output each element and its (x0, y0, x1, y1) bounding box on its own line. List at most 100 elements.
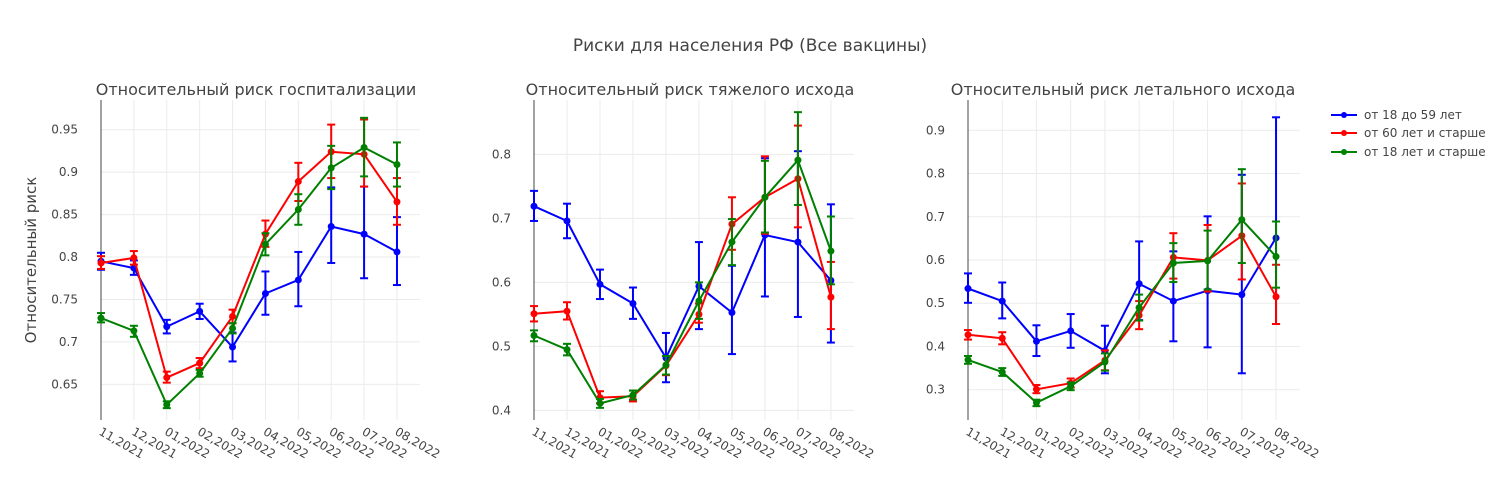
data-point (196, 369, 204, 377)
y-tick-label: 0.6 (492, 275, 511, 289)
data-point (530, 202, 538, 210)
data-point (360, 230, 368, 238)
y-tick-label: 0.8 (492, 147, 511, 161)
data-point (998, 368, 1006, 376)
data-point (1101, 358, 1109, 366)
panel-title: Относительный риск тяжелого исхода (526, 80, 855, 99)
legend-marker (1341, 130, 1347, 136)
data-point (97, 314, 105, 322)
legend-label: от 18 лет и старше (1364, 145, 1486, 159)
series-line (533, 177, 832, 399)
legend-item[interactable]: от 18 до 59 лет (1331, 108, 1462, 122)
series (530, 124, 835, 405)
data-point (130, 327, 138, 335)
series (530, 111, 835, 409)
gridlines (100, 100, 420, 420)
data-point (1067, 382, 1075, 390)
data-point (1204, 257, 1212, 265)
panel-title: Относительный риск летального исхода (951, 80, 1296, 99)
data-point (964, 285, 972, 293)
series (97, 118, 401, 384)
data-point (393, 198, 401, 206)
data-point (629, 391, 637, 399)
data-point (1067, 327, 1075, 335)
y-axis-label: Относительный риск (22, 177, 40, 344)
y-tick-label: 0.95 (51, 123, 78, 137)
panel-severe-outcome: Относительный риск тяжелого исхода 0.4 0.… (492, 80, 876, 461)
y-tick-label: 0.7 (926, 210, 945, 224)
data-point (229, 324, 237, 332)
legend-marker (1341, 149, 1347, 155)
data-point (1135, 280, 1143, 288)
y-tick-label: 0.7 (492, 211, 511, 225)
y-tick-label: 0.8 (926, 167, 945, 181)
data-point (794, 156, 802, 164)
data-point (393, 161, 401, 169)
data-point (563, 346, 571, 354)
series-line (100, 225, 398, 349)
data-point (229, 343, 237, 351)
data-point (827, 247, 835, 255)
data-point (964, 356, 972, 364)
data-point (1169, 259, 1177, 267)
legend-item[interactable]: от 18 лет и старше (1331, 145, 1486, 159)
data-point (964, 331, 972, 339)
legend-item[interactable]: от 60 лет и старше (1331, 126, 1486, 140)
series (97, 185, 401, 363)
series (964, 182, 1281, 395)
y-tick-label: 0.4 (492, 403, 511, 417)
data-point (1169, 297, 1177, 305)
y-tick-label: 0.8 (59, 250, 78, 264)
data-point (1272, 253, 1280, 261)
data-point (761, 193, 769, 201)
data-point (130, 254, 138, 262)
data-point (1135, 304, 1143, 312)
series-line (967, 237, 1277, 353)
y-tick-label: 0.85 (51, 208, 78, 222)
series-line (533, 205, 832, 361)
legend-label: от 18 до 59 лет (1364, 108, 1462, 122)
y-tick-label: 0.5 (926, 296, 945, 310)
y-tick-label: 0.7 (59, 335, 78, 349)
data-point (196, 307, 204, 315)
y-tick-label: 0.75 (51, 292, 78, 306)
data-point (1032, 337, 1040, 345)
y-tick-label: 0.6 (926, 253, 945, 267)
data-point (596, 399, 604, 407)
legend[interactable]: от 18 до 59 лет от 60 лет и старше от 18… (1331, 108, 1486, 159)
data-point (327, 222, 335, 230)
data-point (596, 280, 604, 288)
data-point (196, 359, 204, 367)
series (97, 116, 401, 410)
data-point (629, 300, 637, 308)
data-point (360, 144, 368, 152)
series (530, 150, 835, 384)
series-line (533, 158, 832, 405)
data-point (327, 164, 335, 172)
data-point (1238, 291, 1246, 299)
data-point (998, 297, 1006, 305)
data-point (728, 238, 736, 246)
data-point (530, 310, 538, 318)
data-point (563, 307, 571, 315)
gridlines (533, 100, 854, 420)
data-point (1272, 293, 1280, 301)
series-line (967, 218, 1277, 404)
data-point (294, 276, 302, 284)
data-point (728, 308, 736, 316)
data-point (1032, 385, 1040, 393)
data-point (695, 297, 703, 305)
data-point (97, 259, 105, 267)
gridlines (967, 100, 1300, 420)
data-point (229, 312, 237, 320)
data-point (163, 323, 171, 331)
y-tick-label: 0.5 (492, 339, 511, 353)
data-point (1238, 216, 1246, 224)
y-tick-label: 0.9 (59, 165, 78, 179)
panel-title: Относительный риск госпитализации (96, 80, 416, 99)
figure-title: Риски для населения РФ (Все вакцины) (573, 36, 927, 56)
data-point (530, 332, 538, 340)
data-point (662, 361, 670, 369)
data-point (393, 248, 401, 256)
